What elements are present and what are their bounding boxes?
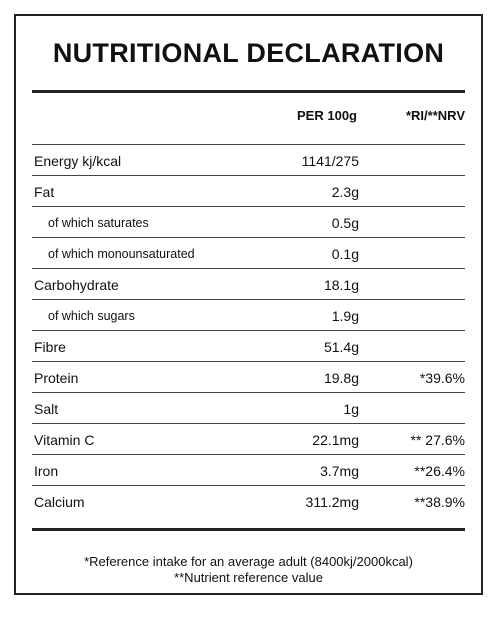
nutrient-per-100g: 1g (343, 401, 359, 417)
nutrient-row: of which saturates 0.5g (32, 206, 465, 237)
nutrient-name: Carbohydrate (34, 277, 119, 293)
nutrient-name: Fibre (34, 339, 66, 355)
nutrient-name: Salt (34, 401, 59, 417)
nutrient-row: Calcium 311.2mg **38.9% (32, 485, 465, 516)
label-title: NUTRITIONAL DECLARATION (52, 38, 445, 68)
nutrient-row: Protein 19.8g *39.6% (32, 361, 465, 392)
column-header-per-100g: PER 100g (297, 108, 357, 123)
footnote-ri: *Reference intake for an average adult (… (84, 554, 413, 569)
nutrient-row: Iron 3.7mg **26.4% (32, 454, 465, 485)
nutrient-name: Vitamin C (34, 432, 95, 448)
nutrient-name: of which monounsaturated (48, 247, 195, 261)
nutrient-per-100g: 0.5g (331, 215, 359, 231)
nutrient-name: of which sugars (48, 309, 135, 323)
nutrient-name: of which saturates (48, 216, 149, 230)
nutrient-ri-nrv: *39.6% (419, 370, 465, 386)
nutrient-name: Iron (34, 463, 59, 479)
nutrient-per-100g: 18.1g (323, 277, 359, 293)
nutrition-label: NUTRITIONAL DECLARATION PER 100g *RI/**N… (14, 14, 483, 595)
nutrient-row: Energy kj/kcal 1141/275 (32, 144, 465, 175)
nutrient-row: Salt 1g (32, 392, 465, 423)
table-bottom-divider (32, 528, 465, 531)
nutrient-per-100g: 19.8g (323, 370, 359, 386)
footnote-nrv: **Nutrient reference value (174, 570, 323, 585)
nutrient-ri-nrv: **26.4% (414, 463, 465, 479)
nutrient-name: Fat (34, 184, 55, 200)
nutrient-per-100g: 51.4g (323, 339, 359, 355)
column-header-row: PER 100g *RI/**NRV (32, 108, 465, 132)
nutrient-per-100g: 1.9g (331, 308, 359, 324)
nutrient-per-100g: 0.1g (331, 246, 359, 262)
nutrient-row: of which monounsaturated 0.1g (32, 237, 465, 268)
footnotes: *Reference intake for an average adult (… (16, 554, 481, 586)
nutrient-per-100g: 3.7mg (320, 463, 359, 479)
nutrient-ri-nrv: ** 27.6% (410, 432, 465, 448)
nutrient-name: Protein (34, 370, 79, 386)
nutrient-name: Energy kj/kcal (34, 153, 122, 169)
nutrient-per-100g: 311.2mg (305, 494, 359, 510)
nutrient-table: Energy kj/kcal 1141/275 Fat 2.3g of which sa… (32, 144, 465, 516)
nutrient-row: Fibre 51.4g (32, 330, 465, 361)
title-divider (32, 90, 465, 93)
nutrient-row: Vitamin C 22.1mg ** 27.6% (32, 423, 465, 454)
nutrient-row: of which sugars 1.9g (32, 299, 465, 330)
nutrient-ri-nrv: **38.9% (414, 494, 465, 510)
nutrient-row: Carbohydrate 18.1g (32, 268, 465, 299)
nutrient-per-100g: 1141/275 (301, 153, 359, 169)
nutrient-per-100g: 2.3g (331, 184, 359, 200)
nutrient-row: Fat 2.3g (32, 175, 465, 206)
column-header-ri-nrv: *RI/**NRV (405, 108, 465, 123)
nutrient-per-100g: 22.1mg (312, 432, 359, 448)
nutrient-name: Calcium (34, 494, 85, 510)
